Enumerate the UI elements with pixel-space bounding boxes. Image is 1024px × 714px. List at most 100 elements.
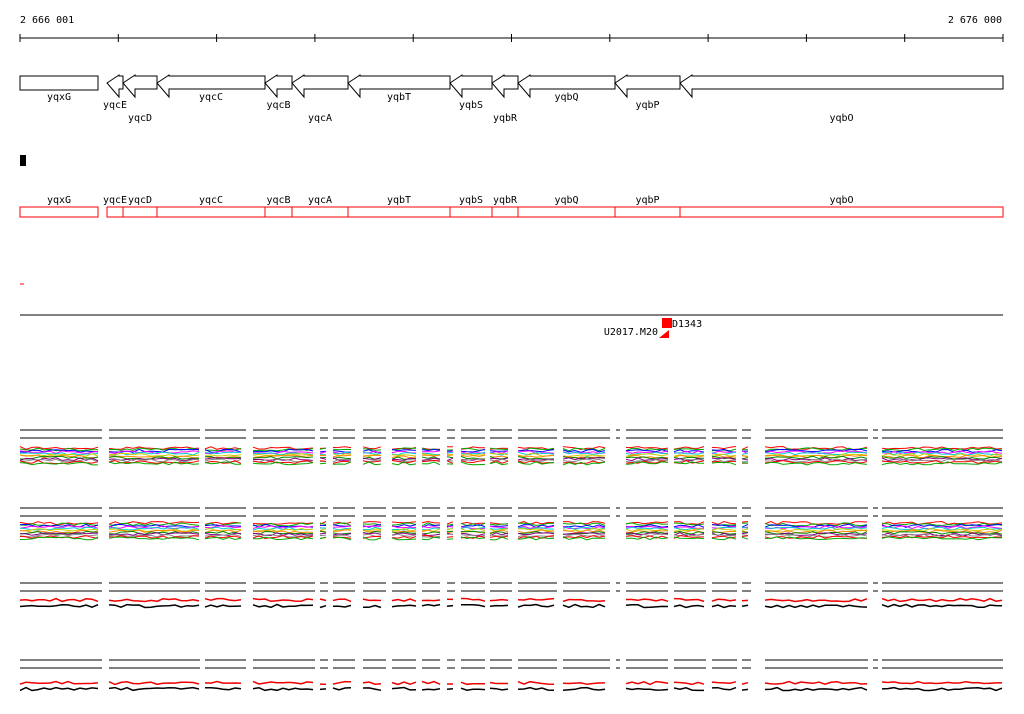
track-profile xyxy=(489,460,509,464)
track-profile xyxy=(362,536,382,541)
track-profile xyxy=(362,460,382,463)
gene-label: yqcD xyxy=(128,113,152,124)
track-profile xyxy=(625,456,669,460)
track-profile xyxy=(108,457,200,461)
marker-left-label: U2017.M20 xyxy=(604,327,658,338)
track-profile xyxy=(19,686,99,692)
track-profile xyxy=(332,446,352,449)
track-profile xyxy=(319,453,327,456)
track-profile xyxy=(517,535,555,539)
track-profile xyxy=(332,529,352,532)
track-profile xyxy=(489,536,509,541)
track-profile xyxy=(741,526,749,529)
gene-region xyxy=(347,206,451,218)
track-profile xyxy=(19,532,99,536)
track-profile xyxy=(562,603,606,609)
track-profile xyxy=(332,458,352,463)
track-profile xyxy=(741,688,749,691)
track-profile xyxy=(489,523,508,526)
track-profile xyxy=(673,527,705,531)
track-profile xyxy=(741,532,749,535)
track-profile xyxy=(19,452,99,456)
gene-label: yqcA xyxy=(308,113,332,124)
track-profile xyxy=(562,457,606,461)
track-profile xyxy=(19,450,99,455)
track-profile xyxy=(489,598,509,602)
track-profile xyxy=(625,446,669,450)
track-profile xyxy=(332,528,352,531)
track-profile xyxy=(673,604,705,609)
track-profile xyxy=(517,449,555,453)
track-profile xyxy=(711,526,737,529)
track-profile xyxy=(204,604,242,608)
gene-label: yqcC xyxy=(199,92,223,103)
track-profile xyxy=(421,520,441,524)
track-profile xyxy=(517,522,554,526)
track-profile xyxy=(625,460,669,464)
track-profile xyxy=(391,525,417,529)
track-profile xyxy=(517,536,554,541)
gene-region xyxy=(491,206,519,218)
track-profile xyxy=(362,454,382,458)
gene-arrow xyxy=(491,74,519,99)
track-profile xyxy=(204,454,242,457)
track-profile xyxy=(517,597,555,601)
track-profile xyxy=(391,449,417,452)
track-profile xyxy=(460,530,486,533)
track-profile xyxy=(460,597,486,602)
track-profile xyxy=(673,451,705,455)
gene-region-label: yqxG xyxy=(47,195,71,206)
track-profile xyxy=(19,604,99,609)
gene-label: yqxG xyxy=(47,92,71,103)
track-profile xyxy=(333,604,352,608)
track-profile xyxy=(562,524,606,528)
track-profile xyxy=(562,532,606,535)
track-profile xyxy=(391,681,417,686)
gene-region-label: yqbT xyxy=(387,195,411,206)
track-profile xyxy=(252,597,314,603)
track-profile xyxy=(881,458,1003,463)
track-profile xyxy=(625,680,669,686)
track-profile xyxy=(332,454,352,458)
track-profile xyxy=(460,448,486,453)
track-profile xyxy=(711,450,737,455)
track-profile xyxy=(252,531,314,535)
track-profile xyxy=(391,524,417,528)
gene-arrow xyxy=(679,74,1004,99)
track-profile xyxy=(626,598,669,603)
track-profile xyxy=(108,523,200,528)
track-profile xyxy=(204,530,242,535)
track-profile xyxy=(421,452,441,456)
track-profile xyxy=(489,526,509,529)
track-profile xyxy=(252,525,314,529)
gene-arrow xyxy=(614,74,681,99)
track-profile xyxy=(489,527,509,530)
track-profile xyxy=(319,521,327,525)
track-profile xyxy=(517,603,555,608)
track-profile xyxy=(625,461,669,465)
gene-label: yqcB xyxy=(266,100,290,111)
marker-arrow xyxy=(659,330,669,338)
track-profile xyxy=(764,686,868,692)
gene-region-label: yqbS xyxy=(459,195,483,206)
track-profile xyxy=(332,456,352,460)
gene-arrow xyxy=(122,74,158,99)
track-profile xyxy=(881,603,1003,609)
track-profile xyxy=(673,461,705,465)
track-profile xyxy=(711,446,737,450)
track-profile xyxy=(711,527,737,531)
track-profile xyxy=(108,461,200,466)
track-profile xyxy=(765,460,868,464)
track-profile xyxy=(625,533,669,538)
track-profile xyxy=(673,457,705,462)
track-profile xyxy=(204,535,242,539)
track-profile xyxy=(764,454,868,459)
track-profile xyxy=(881,533,1003,538)
track-profile xyxy=(489,535,509,539)
track-profile xyxy=(332,525,352,528)
track-profile xyxy=(319,604,327,609)
track-profile xyxy=(204,459,242,464)
track-profile xyxy=(391,686,417,691)
track-profile xyxy=(252,454,314,458)
track-profile xyxy=(421,531,441,535)
